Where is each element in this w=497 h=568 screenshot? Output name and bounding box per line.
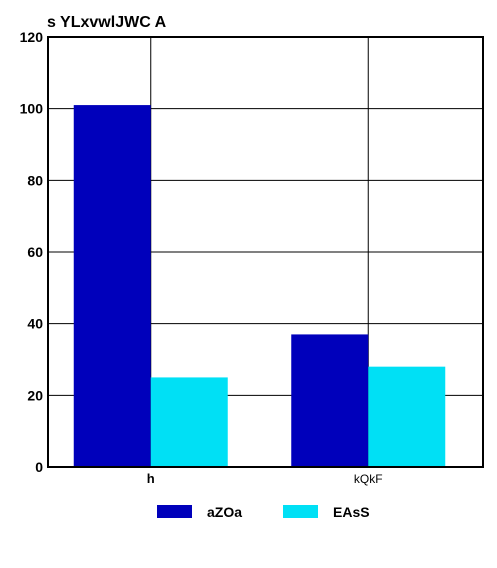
x-tick-label: kQkF <box>354 472 383 486</box>
legend-swatch-EAsS <box>283 505 318 518</box>
legend-label-aZOa: aZOa <box>207 504 242 520</box>
x-axis-ticks: h kQkF <box>147 471 383 486</box>
y-tick-label: 120 <box>20 29 44 45</box>
chart-title: s YLxvwlJWC A <box>47 14 167 31</box>
legend-swatch-aZOa <box>157 505 192 518</box>
legend: aZOa EAsS <box>157 504 370 520</box>
bar-aZOa-h <box>74 105 151 467</box>
x-tick-label: h <box>147 471 155 486</box>
y-tick-label: 40 <box>27 316 43 332</box>
bar-EAsS-kQkF <box>368 367 445 467</box>
y-tick-label: 20 <box>27 387 43 403</box>
y-tick-label: 0 <box>35 459 43 475</box>
y-axis-ticks: 0 20 40 60 80 100 120 <box>20 29 44 475</box>
y-tick-label: 60 <box>27 244 43 260</box>
bar-aZOa-kQkF <box>291 334 368 467</box>
y-tick-label: 80 <box>27 172 43 188</box>
y-tick-label: 100 <box>20 101 44 117</box>
legend-label-EAsS: EAsS <box>333 504 370 520</box>
bar-EAsS-h <box>151 377 228 467</box>
bars <box>74 105 446 467</box>
